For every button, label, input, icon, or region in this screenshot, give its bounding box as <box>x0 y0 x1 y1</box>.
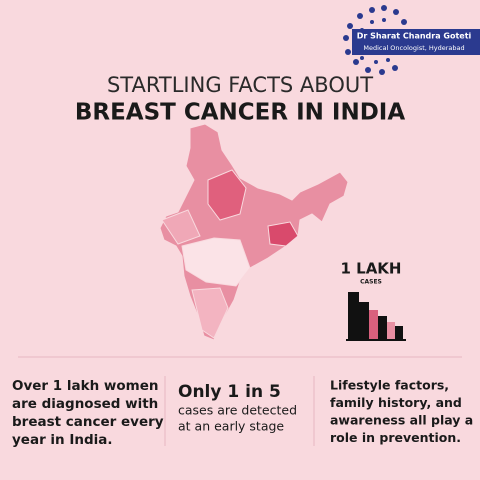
map-region <box>207 169 247 221</box>
decorative-bars <box>346 292 406 341</box>
logo-name: Dr Sharat Chandra Goteti <box>357 32 472 41</box>
map-region <box>191 287 229 339</box>
fact-heading: Only 1 in 5 <box>178 382 281 402</box>
logo-subtitle: Medical Oncologist, Hyderabad <box>363 44 464 52</box>
logo-band <box>352 29 480 55</box>
fact-line: family history, and <box>330 395 462 410</box>
fact-line: at an early stage <box>178 419 284 434</box>
fact-line: year in India. <box>12 432 113 448</box>
fact-line: are diagnosed with <box>12 396 158 412</box>
map-region <box>267 221 299 247</box>
fact-line: awareness all play a <box>330 413 473 428</box>
fact-line: breast cancer every <box>12 414 164 430</box>
logo-dots <box>343 5 407 75</box>
fact-line: Lifestyle factors, <box>330 378 449 393</box>
india-map <box>159 123 349 341</box>
stat-label: CASES <box>360 279 382 286</box>
fact-line: Over 1 lakh women <box>12 378 159 394</box>
logo: Dr Sharat Chandra Goteti Medical Oncolog… <box>343 5 480 75</box>
map-region <box>161 209 201 245</box>
title-line1: STARTLING FACTS ABOUT <box>107 73 373 97</box>
map-region <box>181 237 251 287</box>
fact-line: role in prevention. <box>330 430 461 445</box>
title-line2: BREAST CANCER IN INDIA <box>75 100 406 126</box>
fact-line: cases are detected <box>178 403 297 418</box>
stat-value: 1 LAKH <box>340 260 401 278</box>
facts: Over 1 lakh women are diagnosed with breas… <box>12 378 473 449</box>
map-shape <box>159 123 349 341</box>
